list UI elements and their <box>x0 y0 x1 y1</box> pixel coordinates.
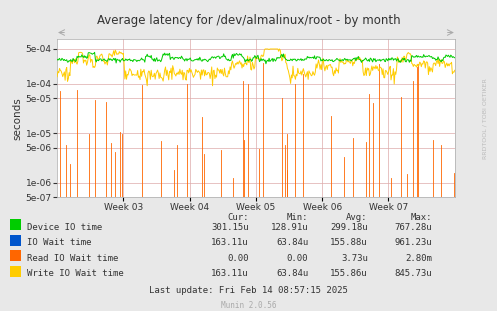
Y-axis label: seconds: seconds <box>13 97 23 140</box>
Text: 155.86u: 155.86u <box>330 269 368 278</box>
Text: Avg:: Avg: <box>346 213 368 222</box>
Text: Last update: Fri Feb 14 08:57:15 2025: Last update: Fri Feb 14 08:57:15 2025 <box>149 286 348 295</box>
Text: 163.11u: 163.11u <box>211 238 248 247</box>
Text: Min:: Min: <box>287 213 308 222</box>
Text: IO Wait time: IO Wait time <box>27 238 92 247</box>
Text: 63.84u: 63.84u <box>276 238 308 247</box>
Text: Cur:: Cur: <box>227 213 248 222</box>
Text: 155.88u: 155.88u <box>330 238 368 247</box>
Text: 0.00: 0.00 <box>227 254 248 262</box>
Text: 767.28u: 767.28u <box>395 223 432 231</box>
Text: 163.11u: 163.11u <box>211 269 248 278</box>
Text: 2.80m: 2.80m <box>406 254 432 262</box>
Text: Write IO Wait time: Write IO Wait time <box>27 269 124 278</box>
Text: 3.73u: 3.73u <box>341 254 368 262</box>
Text: 0.00: 0.00 <box>287 254 308 262</box>
Text: 845.73u: 845.73u <box>395 269 432 278</box>
Text: 301.15u: 301.15u <box>211 223 248 231</box>
Text: RRDTOOL / TOBI OETIKER: RRDTOOL / TOBI OETIKER <box>482 78 487 159</box>
Text: Device IO time: Device IO time <box>27 223 102 231</box>
Text: Read IO Wait time: Read IO Wait time <box>27 254 119 262</box>
Text: 128.91u: 128.91u <box>270 223 308 231</box>
Text: Max:: Max: <box>411 213 432 222</box>
Text: 299.18u: 299.18u <box>330 223 368 231</box>
Text: 961.23u: 961.23u <box>395 238 432 247</box>
Text: Munin 2.0.56: Munin 2.0.56 <box>221 301 276 310</box>
Text: 63.84u: 63.84u <box>276 269 308 278</box>
Text: Average latency for /dev/almalinux/root - by month: Average latency for /dev/almalinux/root … <box>97 14 400 27</box>
